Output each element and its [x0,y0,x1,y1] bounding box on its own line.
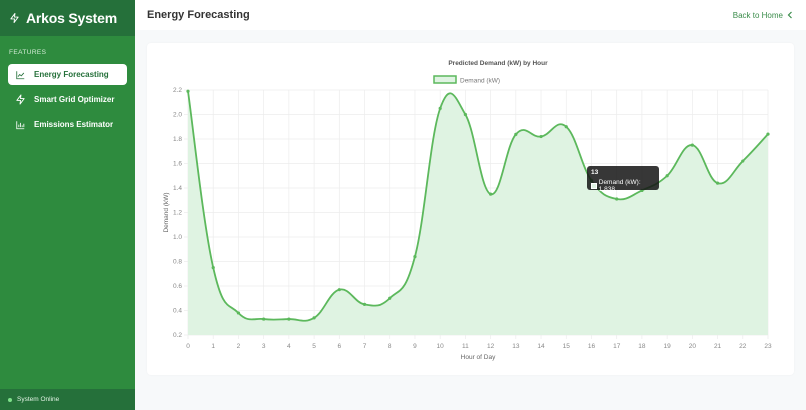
section-label: FEATURES [9,49,47,56]
chart-card: Predicted Demand (kW) by Hour Demand (kW)… [147,43,794,375]
sidebar-item-energy-forecasting[interactable]: Energy Forecasting [8,64,127,85]
x-tick-label: 8 [388,343,392,350]
sidebar-item-label: Energy Forecasting [34,70,109,79]
x-tick-label: 14 [537,343,545,350]
tooltip-value: Demand (kW): 1.838 [598,179,641,193]
y-tick-label: 2.0 [173,112,182,119]
chevron-left-icon [787,11,792,19]
data-point[interactable] [489,192,493,196]
data-point[interactable] [766,132,770,136]
y-tick-label: 0.4 [173,308,182,315]
data-point[interactable] [514,132,518,136]
status-dot-icon [8,397,12,402]
sidebar-item-smart-grid-optimizer[interactable]: Smart Grid Optimizer [8,89,127,110]
sidebar: Arkos System FEATURES Energy Forecasting… [0,0,135,410]
page-title: Energy Forecasting [147,9,250,21]
x-tick-label: 13 [512,343,520,350]
sidebar-nav: Energy Forecasting Smart Grid Optimizer … [0,64,135,135]
x-tick-label: 10 [437,343,445,350]
x-tick-label: 12 [487,343,495,350]
x-tick-label: 7 [363,343,367,350]
system-status: System Online [0,389,135,410]
chart-tooltip: 13 Demand (kW): 1.838 [587,166,659,193]
y-tick-label: 1.6 [173,161,182,168]
data-point[interactable] [564,125,568,129]
x-tick-label: 18 [638,343,646,350]
y-tick-label: 1.2 [173,210,182,217]
tooltip-swatch-icon [591,183,597,189]
y-tick-label: 1.0 [173,234,182,241]
data-point[interactable] [690,143,694,147]
y-tick-label: 0.8 [173,259,182,266]
data-point[interactable] [715,181,720,185]
legend-swatch-icon [433,75,457,84]
status-text: System Online [17,396,60,403]
tooltip-title: 13 [591,169,599,176]
y-tick-label: 0.6 [173,283,182,290]
bar-chart-icon [16,120,25,129]
data-point[interactable] [236,311,241,315]
x-tick-label: 11 [462,343,469,350]
x-tick-label: 9 [413,343,417,350]
data-point[interactable] [388,296,392,300]
data-point[interactable] [287,317,291,321]
back-label: Back to Home [732,10,783,20]
data-point[interactable] [312,316,316,320]
x-axis-label: Hour of Day [461,354,496,361]
x-tick-label: 19 [664,343,672,350]
legend-label[interactable]: Demand (kW) [460,78,500,85]
y-tick-label: 2.2 [173,87,182,94]
data-point[interactable] [438,106,442,110]
back-to-home-link[interactable]: Back to Home [733,11,793,20]
lightning-icon [16,94,25,105]
line-chart-icon [16,70,25,79]
x-tick-label: 6 [337,343,341,350]
x-tick-label: 17 [613,343,621,350]
x-tick-label: 23 [764,343,772,350]
y-tick-label: 1.8 [173,136,182,143]
area-fill [188,91,768,335]
brand: Arkos System [0,0,135,36]
y-tick-label: 0.2 [173,332,182,339]
data-point[interactable] [539,134,543,139]
x-tick-label: 3 [262,343,266,350]
chart-title: Predicted Demand (kW) by Hour [448,60,548,67]
data-point[interactable] [615,197,619,201]
lightning-icon [10,12,19,24]
y-tick-label: 1.4 [173,185,182,192]
sidebar-item-label: Emissions Estimator [34,120,114,129]
x-tick-label: 0 [186,343,190,350]
data-point[interactable] [413,255,417,259]
x-tick-label: 4 [287,343,291,350]
data-point[interactable] [211,266,215,270]
x-tick-label: 1 [211,343,215,350]
x-tick-label: 20 [689,343,697,350]
sidebar-item-label: Smart Grid Optimizer [34,95,115,104]
demand-line-chart[interactable]: Predicted Demand (kW) by Hour Demand (kW)… [147,43,794,375]
brand-title: Arkos System [26,10,117,26]
x-tick-label: 5 [312,343,316,350]
header: Energy Forecasting Back to Home [135,0,806,30]
data-point[interactable] [741,159,745,163]
y-axis-label: Demand (kW) [163,192,170,232]
x-tick-label: 21 [714,343,722,350]
data-point[interactable] [186,89,190,93]
x-tick-label: 16 [588,343,596,350]
sidebar-item-emissions-estimator[interactable]: Emissions Estimator [8,114,127,135]
x-tick-label: 22 [739,343,747,350]
data-point[interactable] [337,288,341,292]
data-point[interactable] [665,174,669,178]
x-tick-label: 15 [563,343,571,350]
data-point[interactable] [463,112,467,117]
data-point[interactable] [262,317,266,321]
data-point[interactable] [362,302,367,306]
x-tick-label: 2 [237,343,241,350]
